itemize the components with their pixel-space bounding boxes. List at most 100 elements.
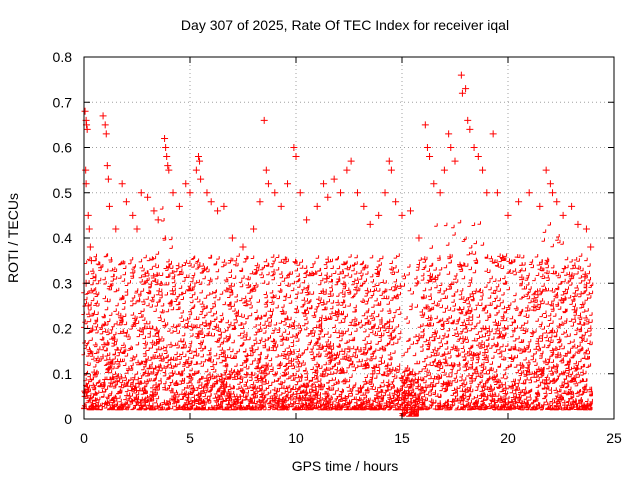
y-tick-label: 0.6 <box>53 140 73 156</box>
data-point <box>553 198 561 206</box>
data-point <box>112 225 120 233</box>
data-point <box>150 207 158 215</box>
data-point <box>186 189 194 197</box>
data-point <box>154 216 162 224</box>
data-point <box>320 180 328 188</box>
data-point <box>105 202 113 210</box>
data-point <box>303 216 311 224</box>
data-point <box>360 202 368 210</box>
data-point <box>466 125 474 133</box>
data-point <box>483 189 491 197</box>
data-point <box>260 116 268 124</box>
data-point <box>164 162 172 170</box>
data-point <box>133 225 141 233</box>
data-point <box>250 225 258 233</box>
data-point <box>104 175 112 183</box>
data-point <box>337 189 345 197</box>
data-point <box>296 189 304 197</box>
data-point <box>192 166 200 174</box>
y-tick-label: 0 <box>64 411 72 427</box>
data-point <box>83 125 91 133</box>
data-point <box>493 189 501 197</box>
y-tick-label: 0.2 <box>53 321 73 337</box>
data-point <box>182 180 190 188</box>
data-point <box>103 162 111 170</box>
data-point <box>470 144 478 151</box>
data-point <box>228 234 236 242</box>
data-point <box>144 193 152 201</box>
data-point <box>137 189 145 197</box>
data-point <box>264 180 272 188</box>
data-point <box>277 202 285 210</box>
data-point <box>515 198 523 206</box>
data-point <box>194 153 202 161</box>
data-point <box>165 166 173 174</box>
data-point <box>220 202 228 210</box>
data-point <box>426 153 434 161</box>
data-point <box>457 71 465 79</box>
data-point <box>366 220 374 228</box>
data-point <box>549 189 557 197</box>
data-point <box>271 189 279 197</box>
data-point <box>284 180 292 188</box>
chart-title: Day 307 of 2025, Rate Of TEC Index for r… <box>181 17 509 33</box>
y-tick-label: 0.7 <box>53 94 73 110</box>
data-point <box>542 166 550 174</box>
data-point <box>118 180 126 188</box>
data-point <box>525 189 533 197</box>
data-point <box>324 193 332 201</box>
data-point <box>421 121 429 129</box>
data-point <box>387 166 395 174</box>
y-axis-label: ROTI / TECUs <box>5 193 21 283</box>
data-point <box>436 189 444 197</box>
data-point <box>343 166 351 174</box>
data-point <box>84 302 92 310</box>
data-point <box>440 166 448 174</box>
data-point <box>462 85 470 93</box>
data-point <box>474 153 482 161</box>
data-point <box>464 116 472 124</box>
data-point <box>86 243 94 251</box>
data-point <box>81 107 89 115</box>
data-point <box>262 166 270 174</box>
data-point <box>353 189 361 197</box>
data-point <box>256 198 264 206</box>
data-point <box>447 144 455 151</box>
data-point <box>85 225 93 233</box>
data-point <box>214 207 222 215</box>
data-point <box>392 198 400 206</box>
data-point <box>102 130 110 138</box>
x-tick-label: 15 <box>394 430 410 446</box>
y-tick-label: 0.8 <box>53 49 73 65</box>
background-scatter-marks <box>81 206 594 417</box>
data-point <box>347 157 355 165</box>
data-point <box>489 130 497 138</box>
data-point <box>582 225 590 233</box>
data-point <box>423 144 431 151</box>
data-point <box>161 134 169 142</box>
y-tick-label: 0.5 <box>53 185 73 201</box>
x-axis-label: GPS time / hours <box>292 458 399 474</box>
data-point <box>546 180 554 188</box>
data-point <box>430 180 438 188</box>
data-point <box>398 211 406 219</box>
y-tick-label: 0.1 <box>53 366 73 382</box>
low-value-marker-cloud <box>81 206 594 417</box>
data-point <box>175 202 183 210</box>
data-point <box>381 189 389 197</box>
data-point <box>203 189 211 197</box>
x-tick-label: 0 <box>80 430 88 446</box>
data-point <box>587 243 595 251</box>
y-tick-label: 0.4 <box>53 230 73 246</box>
data-point <box>445 130 453 138</box>
data-point <box>559 211 567 219</box>
data-point <box>415 234 423 242</box>
data-point <box>290 144 298 151</box>
data-point <box>568 202 576 210</box>
x-tick-label: 10 <box>288 430 304 446</box>
data-point <box>196 157 204 165</box>
data-point <box>162 144 170 151</box>
data-point <box>129 211 137 219</box>
axis-ticks: 0 5 10 15 20 25 0 0.1 0.2 0.3 0.4 0.5 0.6 0.7 0.8 <box>53 49 622 446</box>
